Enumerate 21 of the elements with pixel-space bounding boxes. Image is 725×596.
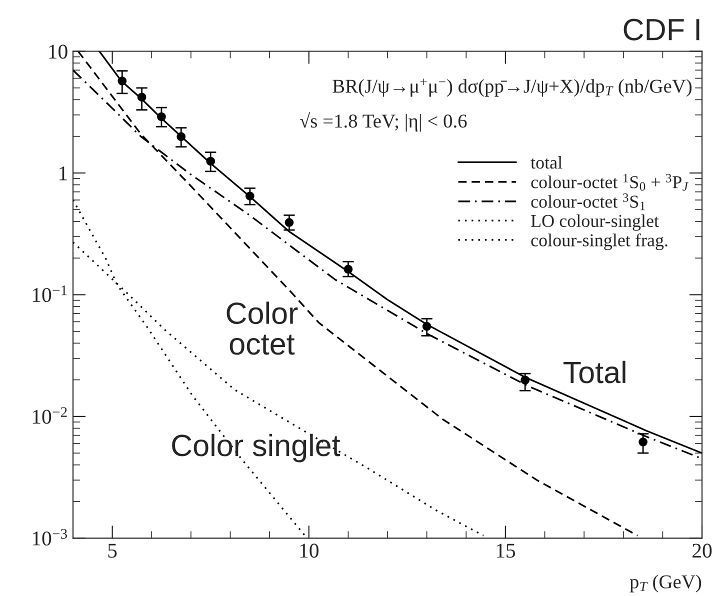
y-tick-label: 10: [49, 44, 68, 59]
legend-label: colour-octet $^{1}$S$_{0}$ + $^{3}$P$_{J}$: [531, 174, 688, 191]
annotation: Color octet: [226, 302, 298, 355]
annotation: Color singlet: [172, 434, 340, 462]
annotation: BR(J/ψ→μ$^{+}$μ$^{−}$) dσ(pp̄→J/ψ+X)/dp$_{T}$ (nb/GeV): [332, 78, 692, 97]
x-tick-label: 10: [300, 544, 319, 558]
y-tick-label: 10$^{−2}$: [32, 407, 67, 424]
x-axis-title: p$_{T}$ (GeV): [630, 574, 702, 592]
annotation: √s =1.8 TeV; |η| < 0.6: [300, 112, 467, 132]
y-tick-label: 10$^{−3}$: [32, 528, 68, 546]
y-tick-label: 1: [60, 166, 67, 180]
x-tick-label: 15: [496, 544, 516, 558]
legend-label: colour-octet $^{3}$S$_{1}$: [531, 193, 645, 210]
legend-label: colour-singlet frag.: [531, 233, 668, 250]
legend-label: total: [530, 156, 562, 169]
annotation: Total: [564, 360, 626, 384]
x-tick-label: 5: [108, 544, 117, 558]
y-tick-label: 10$^{−1}$: [32, 285, 67, 302]
chart-title: CDF I: [624, 18, 700, 40]
x-tick-label: 20: [692, 544, 712, 558]
legend-label: LO colour-singlet: [531, 214, 659, 231]
